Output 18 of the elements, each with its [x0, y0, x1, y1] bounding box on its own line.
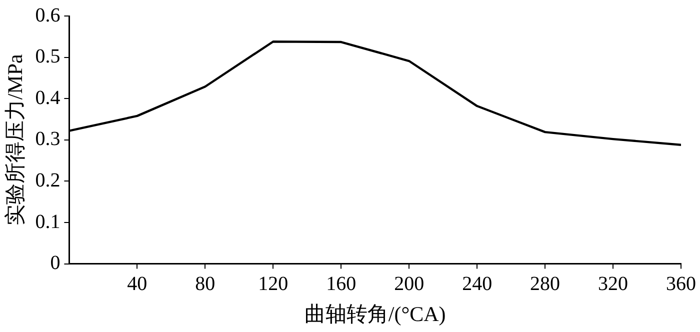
- x-tick-label: 160: [326, 273, 356, 296]
- x-tick-label: 120: [258, 273, 288, 296]
- y-axis-title: 实验所得压力/MPa: [3, 53, 28, 226]
- x-axis-title: 曲轴转角/(°CA): [304, 302, 446, 326]
- y-tick-label: 0.2: [35, 169, 60, 192]
- y-tick-label: 0.5: [35, 46, 60, 68]
- x-tick-label: 360: [666, 273, 696, 296]
- y-tick-label: 0.1: [35, 210, 60, 233]
- x-tick-label: 280: [530, 273, 560, 296]
- y-tick-label: 0: [50, 252, 60, 274]
- y-tick-label: 0.3: [35, 128, 60, 150]
- y-tick-label: 0.6: [35, 4, 60, 26]
- x-tick-label: 320: [598, 273, 628, 296]
- x-tick-label: 240: [462, 273, 492, 296]
- y-tick-label: 0.4: [35, 86, 60, 109]
- x-tick-label: 80: [195, 273, 216, 296]
- x-tick-label: 200: [394, 273, 424, 296]
- x-tick-label: 40: [127, 273, 148, 296]
